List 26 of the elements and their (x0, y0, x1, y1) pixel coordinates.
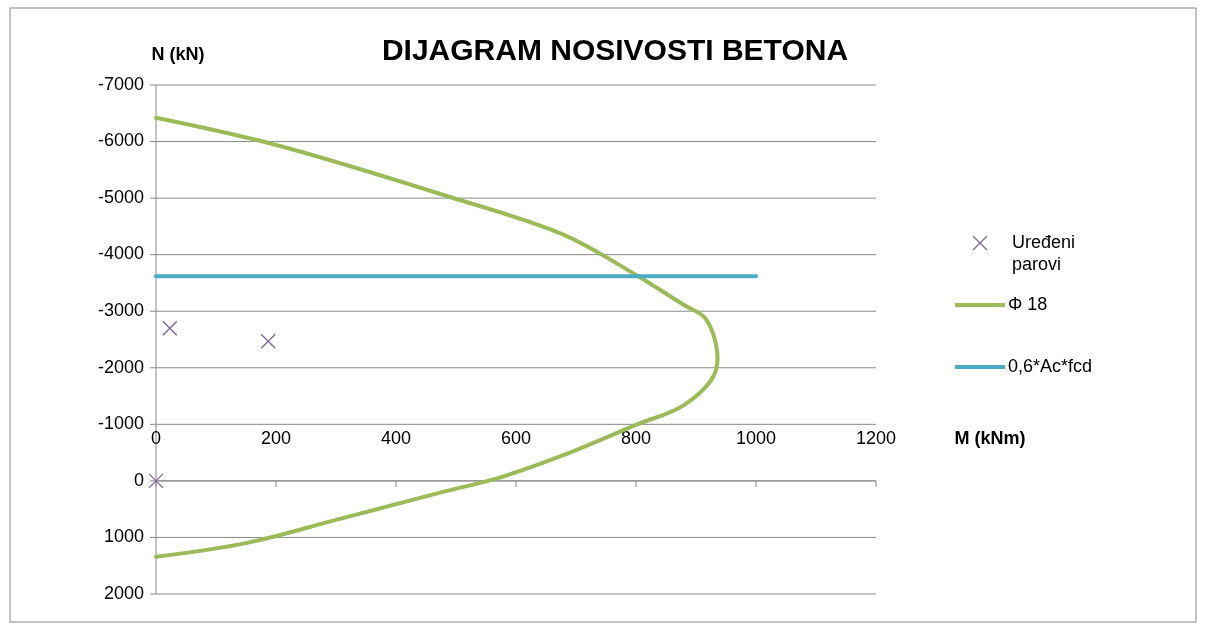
x-axis-title: M (kNm) (954, 427, 1026, 448)
point (148, 473, 164, 489)
y-tick-label: -1000 (97, 413, 144, 434)
y-tick-label: -7000 (97, 73, 144, 94)
x-tick-label: 600 (500, 427, 532, 448)
y-tick-label: 1000 (103, 526, 144, 547)
chart-title: DIJAGRAM NOSIVOSTI BETONA (381, 33, 849, 66)
point (162, 320, 178, 336)
y-axis-title: N (kN) (151, 44, 205, 64)
legend-label: 0,6*Ac*fcd (1008, 355, 1093, 376)
y-tick-label: -2000 (97, 356, 144, 377)
y-tick-label: 0 (133, 469, 144, 490)
y-tick-label: -5000 (97, 186, 144, 207)
y-tick-label: -3000 (97, 299, 144, 320)
legend-label: Φ 18 (1008, 293, 1048, 314)
x-tick-label: 1000 (735, 427, 777, 448)
x-tick-label: 200 (260, 427, 292, 448)
y-tick-label: 2000 (103, 582, 144, 603)
legend-label: Uređeni parovi (1012, 231, 1076, 274)
x-tick-label: 1200 (855, 427, 897, 448)
x-tick-label: 400 (380, 427, 412, 448)
x-tick-label: 0 (150, 427, 162, 448)
point (260, 333, 276, 349)
y-tick-label: -4000 (97, 243, 144, 264)
x-tick-label: 800 (620, 427, 652, 448)
y-tick-label: -6000 (97, 130, 144, 151)
